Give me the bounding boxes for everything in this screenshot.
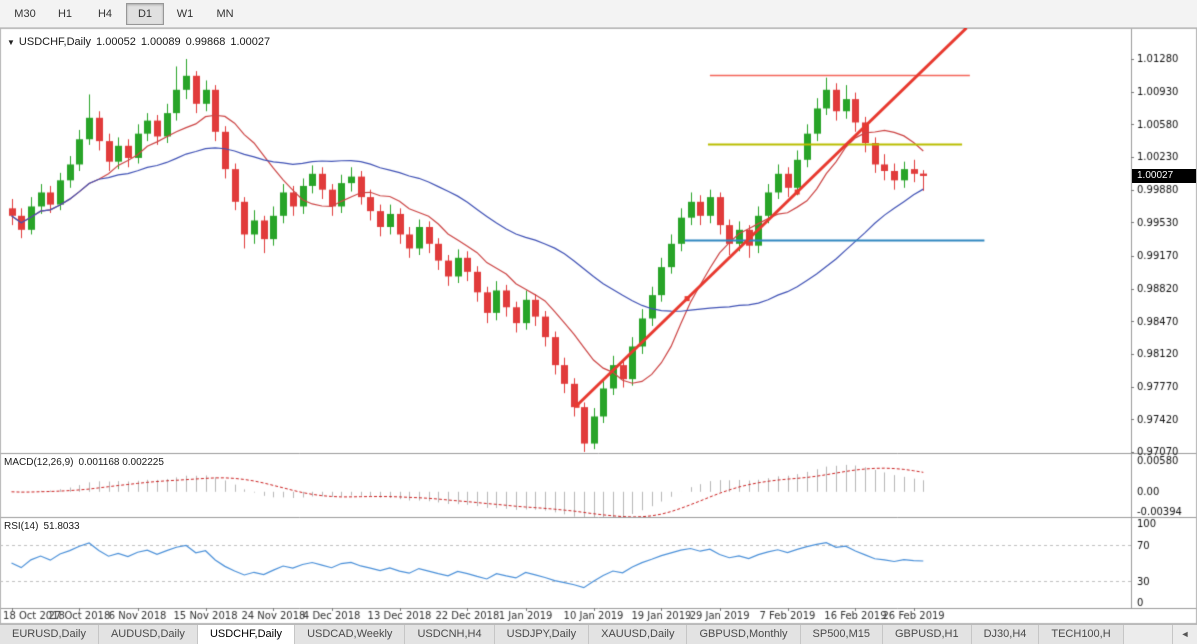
chart-tab-tech100-h[interactable]: TECH100,H: [1039, 625, 1124, 644]
chart-tab-audusd-daily[interactable]: AUDUSD,Daily: [98, 625, 198, 644]
chart-tab-eurusd-daily[interactable]: EURUSD,Daily: [0, 625, 99, 644]
timeframe-button-h4[interactable]: H4: [97, 7, 113, 20]
chart-tab-gbpusd-monthly[interactable]: GBPUSD,Monthly: [687, 625, 801, 644]
rsi-label: RSI(14): [4, 521, 39, 532]
symbol-ohlc-header: ▼ USDCHF,Daily 1.00052 1.00089 0.99868 1.0002…: [7, 36, 275, 48]
chart-tabs: EURUSD,Daily AUDUSD,Daily USDCHF,Daily USDC…: [0, 624, 1197, 644]
timeframe-toolbar: M30 H1 H4 D1 W1 MN: [0, 0, 1197, 28]
chart-tab-gbpusd-h1[interactable]: GBPUSD,H1: [883, 625, 972, 644]
chart-window: ▼ USDCHF,Daily 1.00052 1.00089 0.99868 1.0002…: [0, 28, 1197, 624]
macd-indicator-header: MACD(12,26,9) 0.001168 0.002225: [4, 457, 169, 468]
rsi-indicator-header: RSI(14) 51.8033: [4, 521, 85, 532]
price-chart-canvas[interactable]: [0, 28, 1197, 624]
chart-tab-usdchf-daily[interactable]: USDCHF,Daily: [197, 625, 296, 644]
macd-values: 0.001168 0.002225: [78, 457, 164, 468]
ohlc-low: 0.99868: [185, 36, 226, 48]
timeframe-button-m30[interactable]: M30: [14, 7, 36, 20]
current-price-badge: 1.00027: [1132, 169, 1196, 183]
rsi-value: 51.8033: [43, 521, 80, 532]
collapse-triangle-icon[interactable]: ▼: [7, 38, 15, 47]
ohlc-close: 1.00027: [230, 36, 271, 48]
chart-tab-xauusd-daily[interactable]: XAUUSD,Daily: [589, 625, 688, 644]
timeframe-button-d1[interactable]: D1: [126, 2, 164, 25]
chart-tab-sp500-m15[interactable]: SP500,M15: [800, 625, 883, 644]
timeframe-button-w1[interactable]: W1: [176, 7, 194, 20]
symbol-title: USDCHF,Daily: [18, 36, 92, 48]
ohlc-high: 1.00089: [140, 36, 181, 48]
timeframe-button-mn[interactable]: MN: [216, 7, 234, 20]
tabs-scroll-left-button[interactable]: ◄: [1172, 625, 1197, 644]
timeframe-button-h1[interactable]: H1: [57, 7, 73, 20]
chart-tab-dj30-h4[interactable]: DJ30,H4: [971, 625, 1040, 644]
macd-label: MACD(12,26,9): [4, 457, 74, 468]
chart-tab-usdjpy-daily[interactable]: USDJPY,Daily: [494, 625, 590, 644]
ohlc-open: 1.00052: [96, 36, 136, 48]
chart-tab-usdcnh-h4[interactable]: USDCNH,H4: [405, 625, 495, 644]
chart-tab-usdcad-weekly[interactable]: USDCAD,Weekly: [295, 625, 406, 644]
